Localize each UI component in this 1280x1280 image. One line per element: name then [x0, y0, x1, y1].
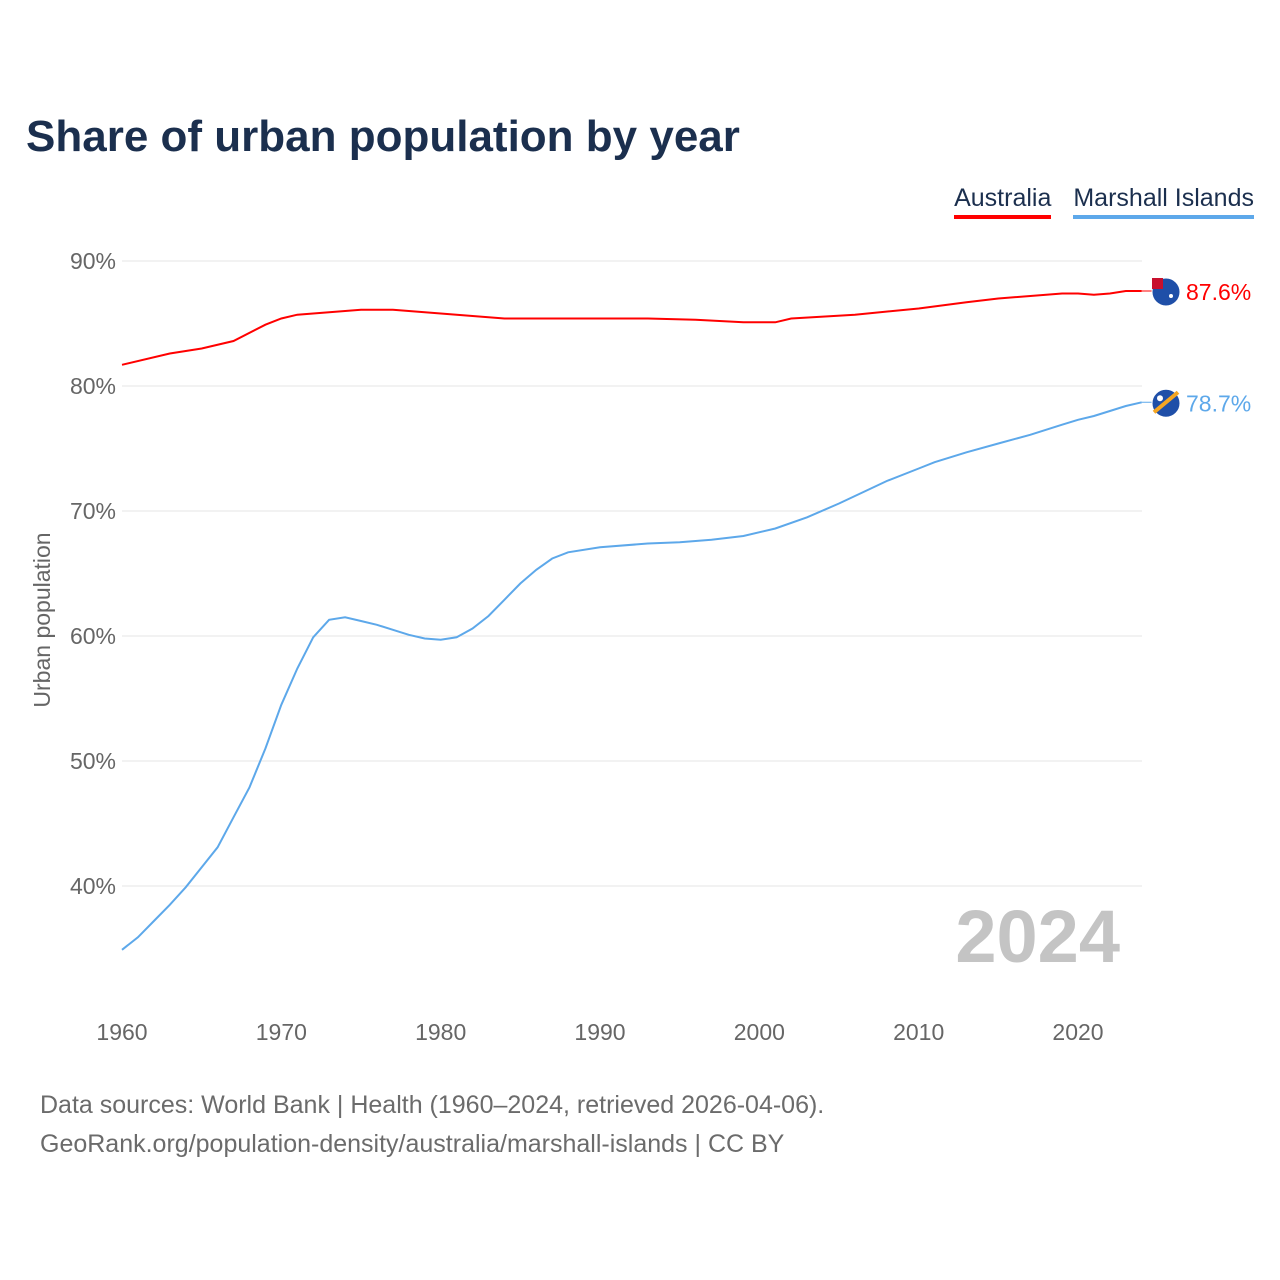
x-tick-label: 2020 — [1052, 1019, 1103, 1045]
flag-canton — [1152, 278, 1163, 289]
y-tick-label: 90% — [70, 248, 116, 274]
footer: Data sources: World Bank | Health (1960–… — [40, 1086, 824, 1164]
legend: Australia Marshall Islands — [954, 184, 1254, 219]
series-line-marshall-islands — [121, 401, 1142, 951]
legend-item-marshall-islands[interactable]: Marshall Islands — [1073, 184, 1254, 219]
chart-title: Share of urban population by year — [26, 112, 740, 161]
x-tick-label: 1960 — [96, 1019, 147, 1045]
end-value-label: 78.7% — [1186, 390, 1251, 416]
legend-item-australia[interactable]: Australia — [954, 184, 1052, 219]
y-tick-label: 80% — [70, 373, 116, 399]
series-line-australia — [121, 290, 1142, 366]
end-value-label: 87.6% — [1186, 279, 1251, 305]
y-tick-label: 60% — [70, 623, 116, 649]
flag-stripe — [1152, 390, 1180, 414]
x-tick-label: 1990 — [574, 1019, 625, 1045]
x-tick-label: 2010 — [893, 1019, 944, 1045]
flag-star — [1169, 294, 1173, 298]
year-watermark: 2024 — [955, 895, 1120, 978]
x-tick-label: 1970 — [256, 1019, 307, 1045]
data-source-text: Data sources: World Bank | Health (1960–… — [40, 1091, 825, 1119]
flag-star — [1157, 395, 1163, 402]
x-tick-label: 2000 — [734, 1019, 785, 1045]
x-tick-label: 1980 — [415, 1019, 466, 1045]
y-axis-label: Urban population — [29, 532, 55, 707]
y-tick-label: 50% — [70, 748, 116, 774]
source-link[interactable]: GeoRank.org/population-density/australia… — [40, 1130, 785, 1158]
y-tick-label: 40% — [70, 873, 116, 899]
y-tick-label: 70% — [70, 498, 116, 524]
